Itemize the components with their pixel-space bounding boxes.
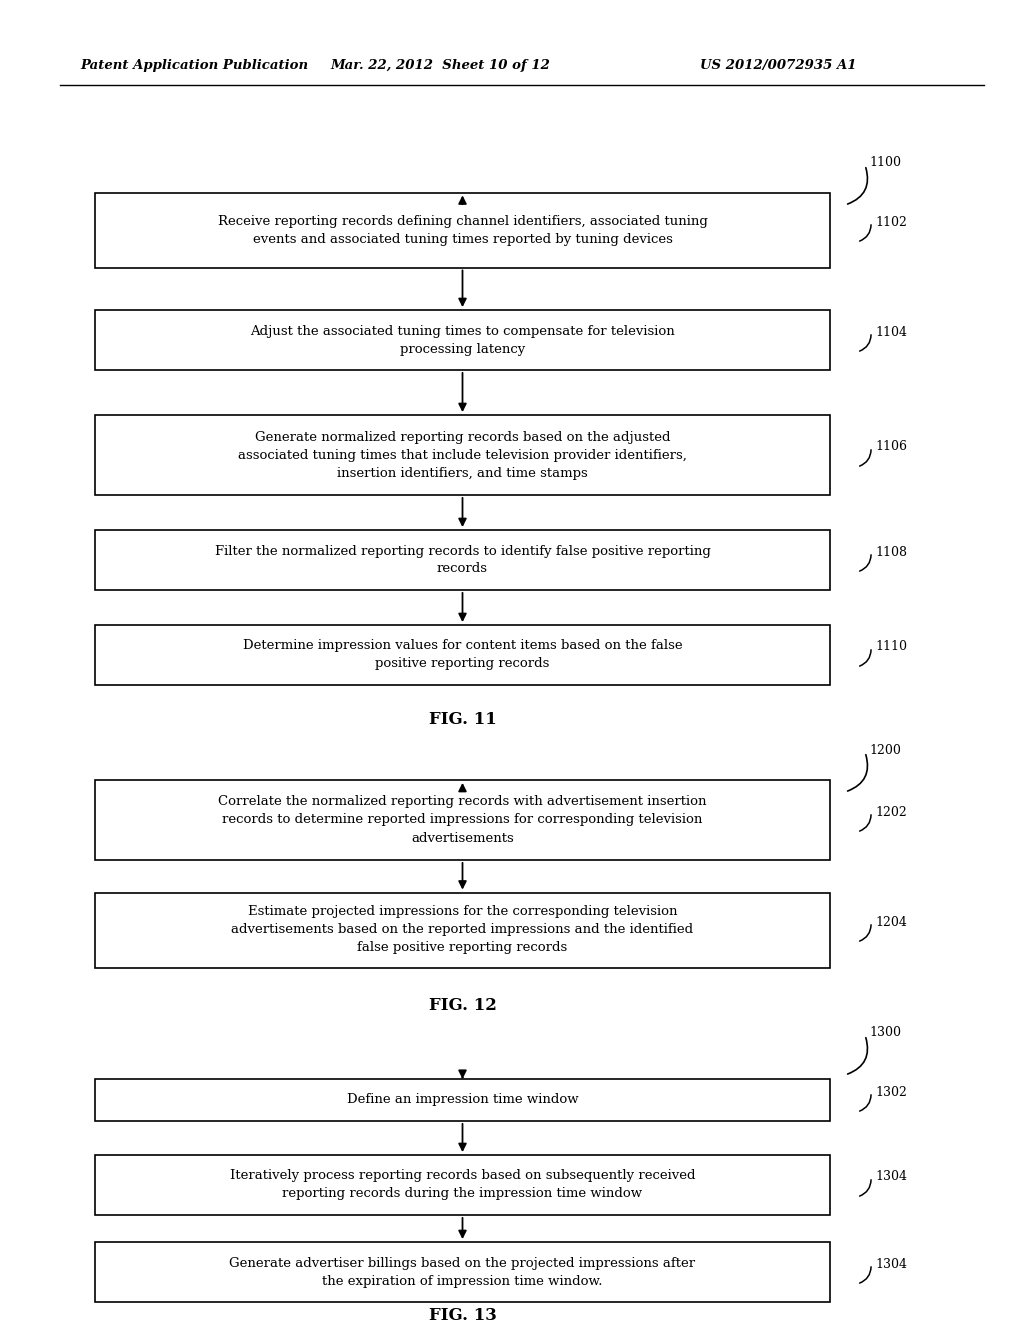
Text: 1304: 1304 (874, 1171, 907, 1184)
Text: 1204: 1204 (874, 916, 907, 928)
Text: Generate normalized reporting records based on the adjusted
associated tuning ti: Generate normalized reporting records ba… (238, 430, 687, 479)
Text: 1304: 1304 (874, 1258, 907, 1270)
Bar (95, 1078, 830, 1121)
Text: 1200: 1200 (869, 743, 901, 756)
Text: 1102: 1102 (874, 215, 907, 228)
Text: Determine impression values for content items based on the false
positive report: Determine impression values for content … (243, 639, 682, 671)
Bar (95, 531, 830, 590)
Bar (95, 1242, 830, 1302)
Bar (95, 624, 830, 685)
Text: 1300: 1300 (869, 1027, 901, 1040)
Text: Estimate projected impressions for the corresponding television
advertisements b: Estimate projected impressions for the c… (231, 906, 693, 954)
Bar (95, 892, 830, 968)
Text: FIG. 12: FIG. 12 (429, 997, 497, 1014)
Bar (95, 193, 830, 268)
Text: Mar. 22, 2012  Sheet 10 of 12: Mar. 22, 2012 Sheet 10 of 12 (330, 58, 550, 71)
Text: Generate advertiser billings based on the projected impressions after
the expira: Generate advertiser billings based on th… (229, 1257, 695, 1287)
Text: Receive reporting records defining channel identifiers, associated tuning
events: Receive reporting records defining chann… (217, 214, 708, 246)
Bar (95, 780, 830, 861)
Text: Patent Application Publication: Patent Application Publication (80, 58, 308, 71)
Text: Correlate the normalized reporting records with advertisement insertion
records : Correlate the normalized reporting recor… (218, 796, 707, 845)
Text: Iteratively process reporting records based on subsequently received
reporting r: Iteratively process reporting records ba… (229, 1170, 695, 1200)
Text: FIG. 13: FIG. 13 (429, 1307, 497, 1320)
Text: Define an impression time window: Define an impression time window (347, 1093, 579, 1106)
Text: FIG. 11: FIG. 11 (429, 711, 497, 729)
Text: 1202: 1202 (874, 805, 906, 818)
Text: Filter the normalized reporting records to identify false positive reporting
rec: Filter the normalized reporting records … (215, 544, 711, 576)
Text: 1104: 1104 (874, 326, 907, 338)
Text: 1108: 1108 (874, 545, 907, 558)
Text: 1302: 1302 (874, 1085, 907, 1098)
Text: 1106: 1106 (874, 441, 907, 454)
Text: 1110: 1110 (874, 640, 907, 653)
Text: 1100: 1100 (869, 157, 901, 169)
Text: Adjust the associated tuning times to compensate for television
processing laten: Adjust the associated tuning times to co… (250, 325, 675, 355)
Bar (95, 1155, 830, 1214)
Bar (95, 310, 830, 370)
Bar (95, 414, 830, 495)
Text: US 2012/0072935 A1: US 2012/0072935 A1 (700, 58, 856, 71)
